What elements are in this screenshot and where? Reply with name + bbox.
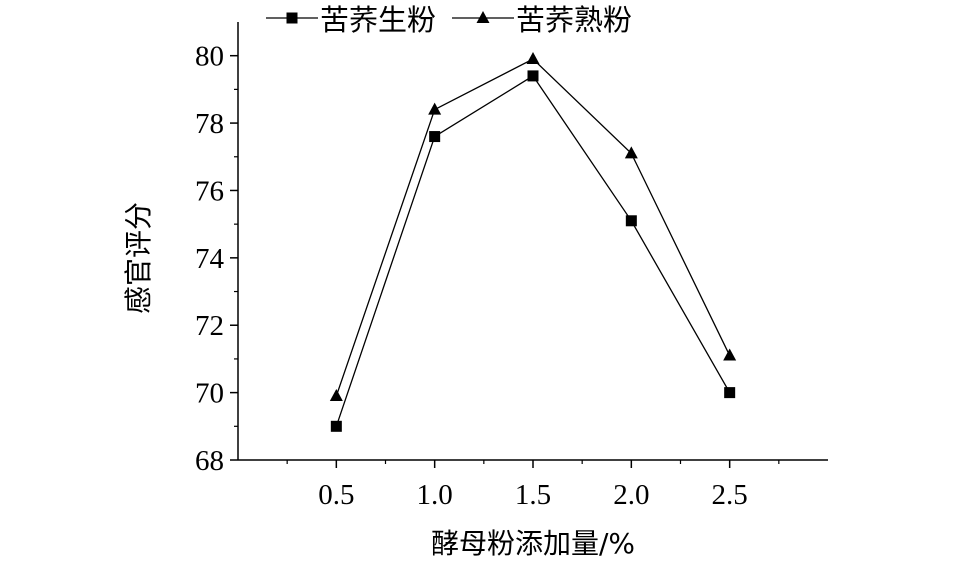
series-line-cooked: [335, 58, 731, 397]
x-tick-label: 2.0: [613, 479, 649, 511]
x-tick-label: 1.0: [417, 479, 453, 511]
x-ticks: 0.5 1.0 1.5 2.0 2.5: [286, 460, 780, 511]
y-tick-label: 78: [195, 108, 224, 140]
data-point-cooked: [624, 146, 638, 159]
series-line-raw: [335, 75, 731, 427]
data-point-raw: [429, 131, 441, 143]
legend-marker-cooked: [476, 11, 490, 23]
x-tick-label: 1.5: [515, 479, 551, 511]
data-point-cooked: [329, 388, 343, 401]
legend-item-raw: 苦荞生粉: [266, 3, 436, 37]
x-axis-label: 酵母粉添加量/%: [431, 527, 635, 560]
y-axis-label: 感官评分: [122, 202, 155, 314]
legend-item-cooked: 苦荞熟粉: [452, 3, 632, 37]
axes: [237, 22, 828, 461]
data-point-cooked: [723, 348, 737, 361]
y-tick-label: 70: [195, 378, 224, 410]
data-point-raw: [330, 420, 342, 432]
series-layer: [329, 52, 737, 432]
data-point-raw: [625, 215, 637, 227]
y-tick-label: 74: [195, 243, 225, 275]
data-point-cooked: [526, 52, 540, 65]
y-tick-label: 80: [195, 41, 224, 73]
legend: 苦荞生粉 苦荞熟粉: [266, 3, 632, 37]
legend-label-raw: 苦荞生粉: [320, 3, 436, 37]
x-tick-label: 0.5: [318, 479, 354, 511]
legend-label-cooked: 苦荞熟粉: [516, 3, 632, 37]
data-point-raw: [527, 70, 539, 82]
y-tick-label: 68: [195, 445, 224, 477]
data-point-raw: [724, 387, 736, 399]
data-point-cooked: [428, 102, 442, 115]
legend-marker-raw: [286, 12, 298, 24]
x-tick-label: 2.5: [712, 479, 748, 511]
y-tick-label: 76: [195, 175, 224, 207]
y-tick-label: 72: [195, 310, 224, 342]
y-ticks: 68 70 72 74 76 78 80: [195, 41, 238, 477]
